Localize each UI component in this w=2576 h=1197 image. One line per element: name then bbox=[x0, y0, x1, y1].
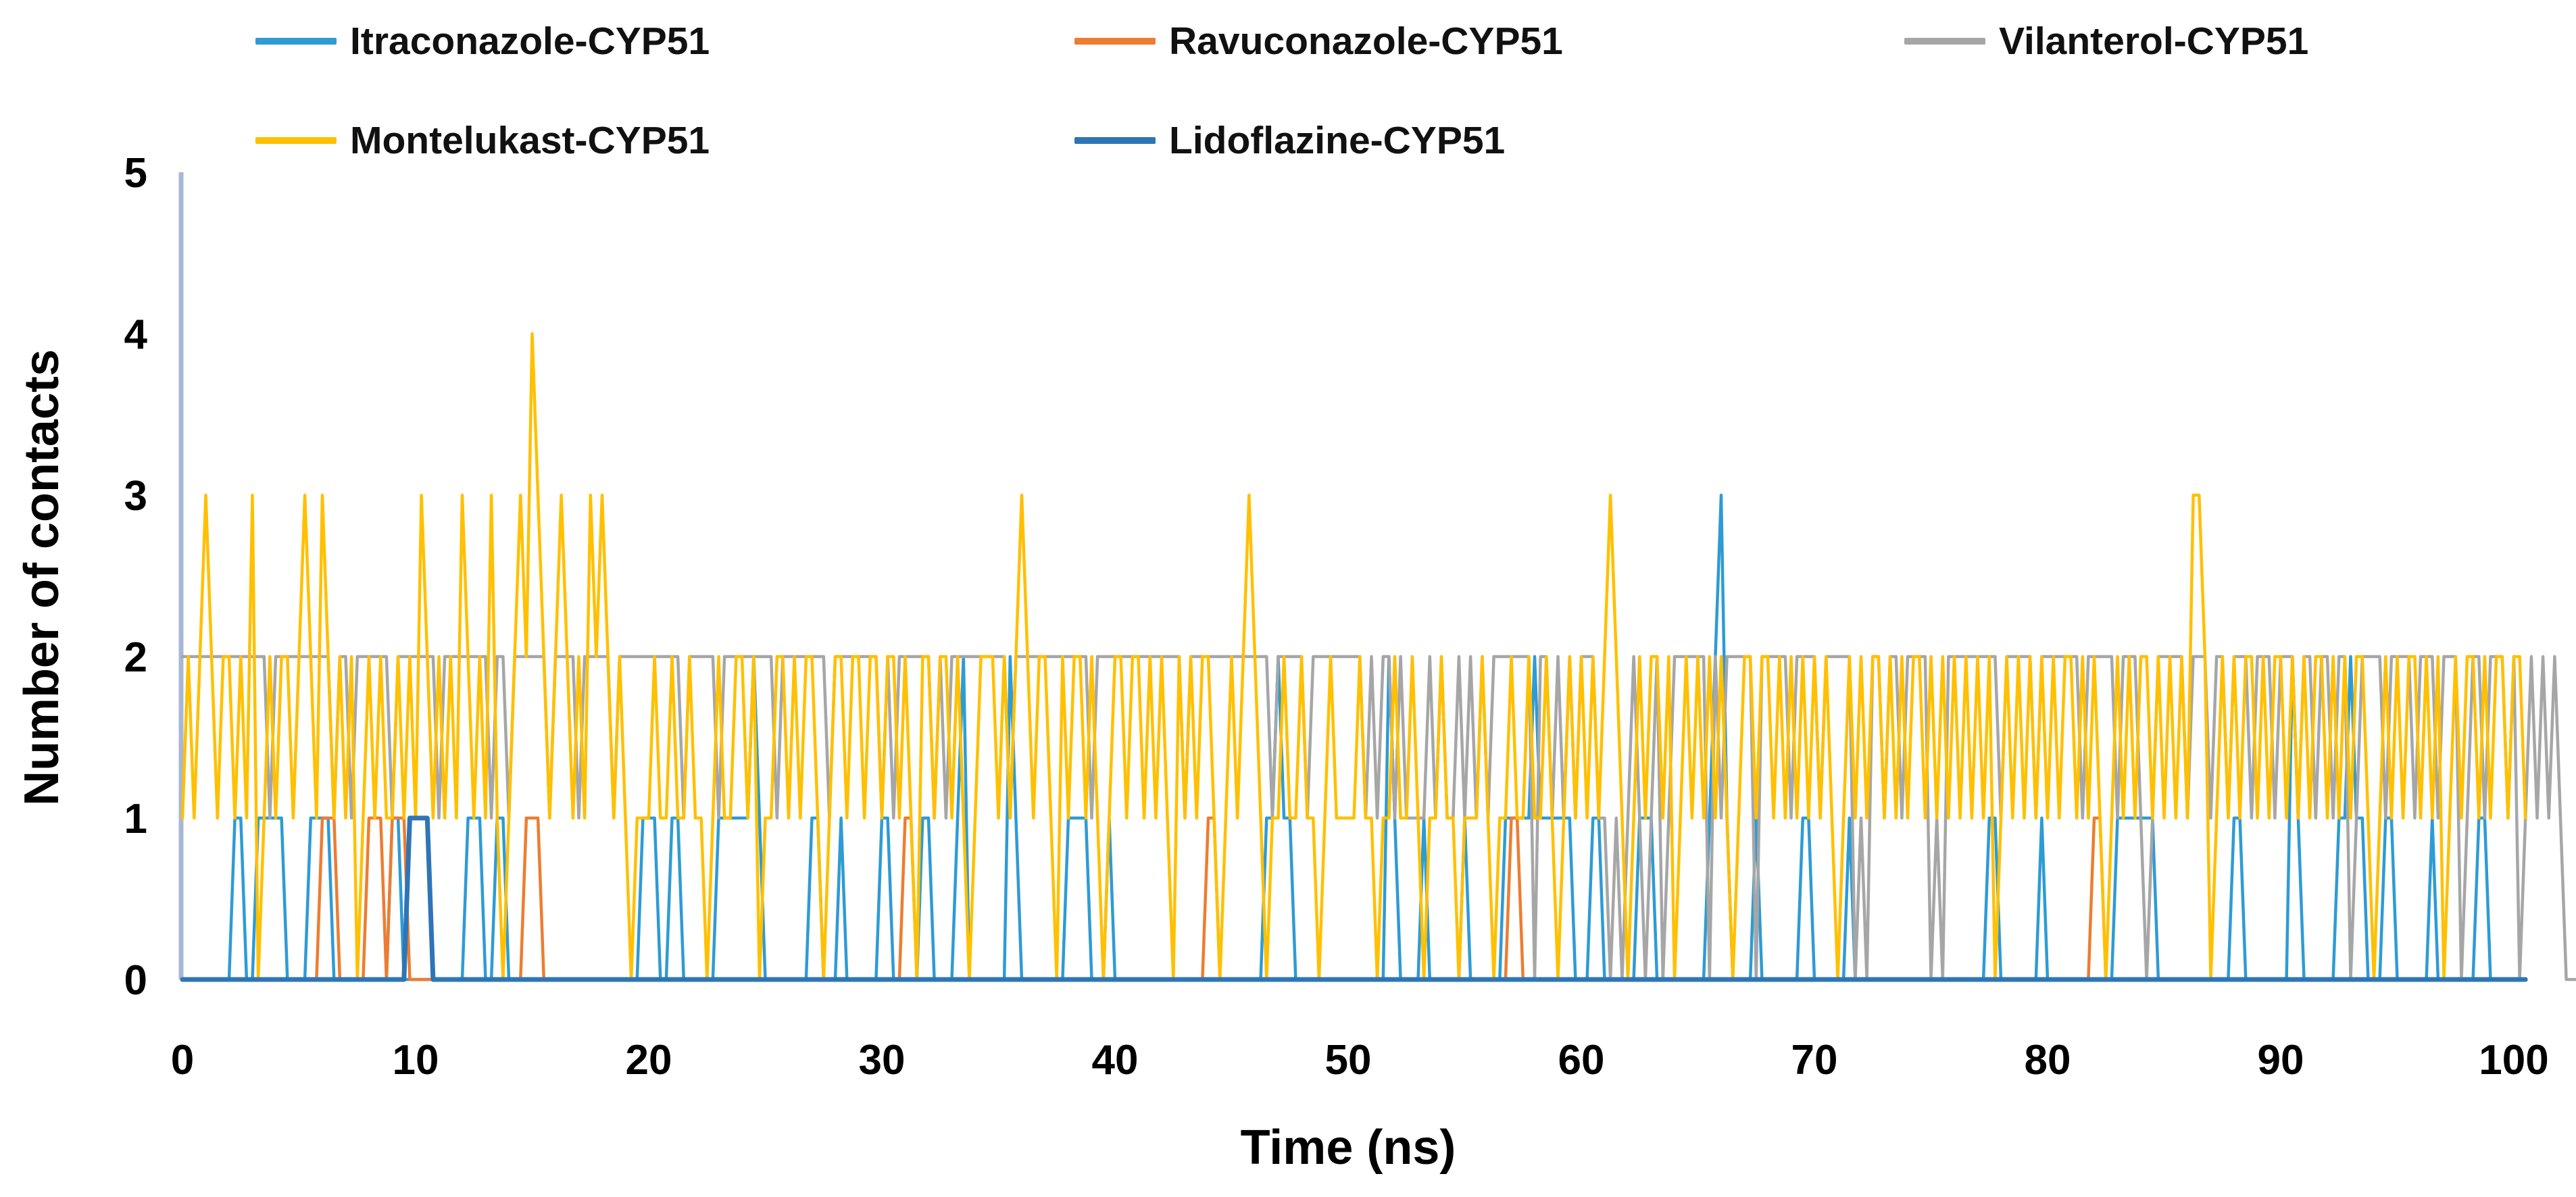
legend-item-ravuconazole: Ravuconazole-CYP51 bbox=[1074, 19, 1563, 63]
x-tick-label-60: 60 bbox=[1558, 1037, 1605, 1084]
legend-item-itraconazole: Itraconazole-CYP51 bbox=[255, 19, 710, 63]
vilanterol-line-swatch bbox=[1904, 38, 1985, 45]
x-tick-label-70: 70 bbox=[1791, 1037, 1838, 1084]
x-tick-label-10: 10 bbox=[393, 1037, 439, 1084]
legend-item-lidoflazine: Lidoflazine-CYP51 bbox=[1074, 118, 1505, 163]
x-tick-label-50: 50 bbox=[1325, 1037, 1372, 1084]
x-tick-label-90: 90 bbox=[2258, 1037, 2304, 1084]
x-tick-label-40: 40 bbox=[1092, 1037, 1139, 1084]
legend-label-lidoflazine: Lidoflazine-CYP51 bbox=[1169, 119, 1506, 162]
x-tick-label-0: 0 bbox=[171, 1037, 194, 1084]
x-tick-label-30: 30 bbox=[859, 1037, 906, 1084]
y-tick-label-1: 1 bbox=[124, 796, 147, 842]
x-axis-title: Time (ns) bbox=[1240, 1121, 1456, 1175]
y-tick-label-5: 5 bbox=[124, 150, 147, 197]
x-tick-label-20: 20 bbox=[626, 1037, 672, 1084]
legend-label-vilanterol: Vilanterol-CYP51 bbox=[1999, 20, 2309, 63]
series-line-montelukast-cyp51 bbox=[180, 332, 2527, 982]
ravuconazole-line-swatch bbox=[1074, 38, 1156, 45]
y-axis-title: Number of contacts bbox=[15, 349, 69, 807]
series-line-ravuconazole-cyp51 bbox=[180, 816, 2527, 982]
montelukast-line-swatch bbox=[255, 137, 337, 144]
x-tick-label-80: 80 bbox=[2025, 1037, 2071, 1084]
legend-item-vilanterol: Vilanterol-CYP51 bbox=[1904, 19, 2308, 63]
series-line-lidoflazine-cyp51 bbox=[180, 815, 2528, 982]
legend-label-itraconazole: Itraconazole-CYP51 bbox=[350, 20, 710, 63]
x-tick-label-100: 100 bbox=[2479, 1037, 2548, 1084]
legend-item-montelukast: Montelukast-CYP51 bbox=[255, 118, 710, 163]
lidoflazine-line-swatch bbox=[1074, 137, 1156, 144]
y-tick-label-2: 2 bbox=[124, 634, 147, 681]
legend-label-montelukast: Montelukast-CYP51 bbox=[350, 119, 710, 162]
y-tick-label-3: 3 bbox=[124, 473, 147, 519]
y-tick-label-0: 0 bbox=[124, 957, 147, 1004]
y-tick-label-4: 4 bbox=[124, 311, 148, 358]
legend-label-ravuconazole: Ravuconazole-CYP51 bbox=[1169, 20, 1563, 63]
itraconazole-line-swatch bbox=[255, 38, 337, 45]
